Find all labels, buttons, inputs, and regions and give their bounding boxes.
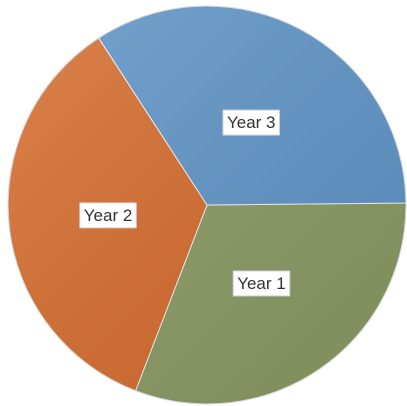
data-label-box-year-2 xyxy=(79,202,137,229)
data-label-box-year-1 xyxy=(232,270,291,297)
data-label-text-year-2: Year 2 xyxy=(84,206,133,225)
data-label-year-2: Year 2 xyxy=(79,202,137,229)
data-label-year-1: Year 1 xyxy=(232,270,291,297)
data-label-text-year-1: Year 1 xyxy=(237,274,286,293)
data-label-text-year-3: Year 3 xyxy=(227,113,276,132)
pie-shading-overlay xyxy=(7,5,407,405)
pie-data-labels: Year 1 Year 2 Year 3 xyxy=(79,109,291,297)
data-label-year-3: Year 3 xyxy=(222,109,281,136)
data-label-box-year-3 xyxy=(222,109,281,136)
